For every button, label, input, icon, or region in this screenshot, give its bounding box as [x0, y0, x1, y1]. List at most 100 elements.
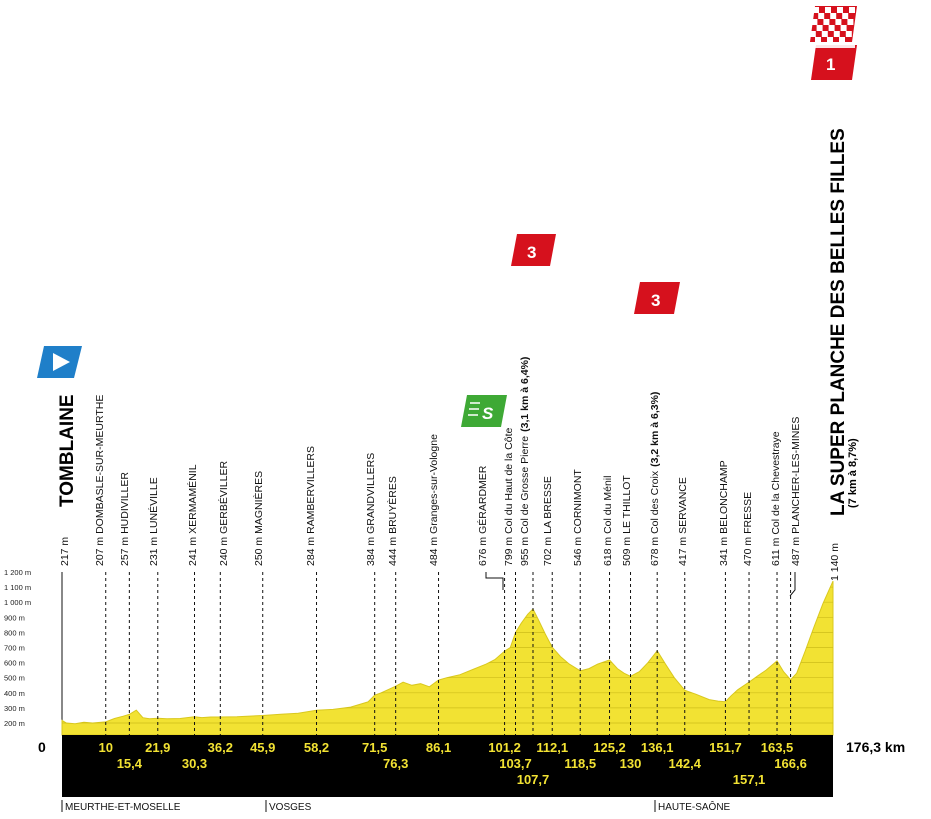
region-vosges: VOSGES — [269, 802, 312, 813]
waypoint-label: 417 m SERVANCE — [677, 477, 689, 566]
km-label: 30,3 — [182, 756, 207, 771]
total-distance: 176,3 km — [846, 739, 905, 755]
finish-altitude: 1 140 m — [829, 543, 841, 581]
waypoint-label: 676 m GÉRARDMER — [476, 465, 489, 566]
checker-square — [811, 19, 817, 25]
checker-square — [825, 7, 831, 13]
checker-square — [834, 31, 840, 37]
climb-cat-col-des-croix: 3 — [651, 291, 660, 310]
km-label: 142,4 — [668, 756, 701, 771]
km-label: 101,2 — [488, 740, 521, 755]
finish-flag-icon — [810, 6, 857, 43]
waypoint-label: 484 m Granges-sur-Vologne — [428, 434, 440, 566]
y-tick-label: 1 000 m — [4, 598, 31, 607]
waypoint-label: 250 m MAGNIÈRES — [252, 471, 265, 566]
km-label: 151,7 — [709, 740, 742, 755]
start-km: 0 — [38, 739, 46, 755]
km-label: 58,2 — [304, 740, 329, 755]
waypoint-label: 678 m Col des Croix(3,2 km à 6,3%) — [649, 392, 661, 566]
checker-square — [846, 31, 852, 37]
y-tick-label: 300 m — [4, 704, 25, 713]
km-label: 125,2 — [593, 740, 626, 755]
region-labels: MEURTHE-ET-MOSELLE VOSGES HAUTE-SAÔNE — [62, 800, 731, 813]
waypoint-label: 487 m PLANCHER-LES-MINES — [790, 417, 802, 566]
km-label: 166,6 — [774, 756, 807, 771]
region-meurthe: MEURTHE-ET-MOSELLE — [65, 802, 181, 813]
checker-square — [847, 19, 853, 25]
checker-square — [813, 7, 819, 13]
y-tick-label: 900 m — [4, 613, 25, 622]
checker-square — [830, 13, 836, 19]
start-altitude: 217 m — [59, 537, 71, 566]
waypoint-label: 611 m Col de la Chevestraye — [770, 431, 782, 566]
checker-square — [829, 25, 835, 31]
finish-category-value: 1 — [826, 55, 835, 74]
climb-badge-col-des-croix: 3 — [634, 282, 680, 314]
checker-square — [837, 7, 843, 13]
elevation-profile-area — [62, 581, 833, 735]
checker-square — [810, 31, 816, 37]
waypoint-label: 384 m GRANDVILLERS — [365, 453, 377, 566]
waypoint-label: 231 m LUNÉVILLE — [147, 477, 160, 566]
checker-square — [842, 13, 848, 19]
km-label: 45,9 — [250, 740, 275, 755]
waypoint-label: 702 m LA BRESSE — [542, 476, 554, 566]
km-label: 163,5 — [761, 740, 794, 755]
finish-climb: (7 km à 8,7%) — [847, 438, 859, 508]
y-tick-label: 700 m — [4, 644, 25, 653]
km-label: 118,5 — [564, 756, 596, 771]
km-label: 136,1 — [641, 740, 674, 755]
finish-category-badge: 1 — [811, 45, 857, 80]
y-tick-label: 600 m — [4, 659, 25, 668]
region-haute-saone: HAUTE-SAÔNE — [658, 800, 731, 813]
waypoint-label: 207 m DOMBASLE-SUR-MEURTHE — [94, 395, 106, 566]
y-axis: 1 200 m 1 100 m 1 000 m 900 m 800 m 700 m 600 … — [4, 568, 62, 735]
sprint-bracket — [486, 572, 503, 590]
start-name: TOMBLAINE — [57, 394, 78, 507]
y-tick-label: 500 m — [4, 674, 25, 683]
checker-square — [815, 37, 821, 43]
start-flag-icon — [37, 346, 82, 378]
km-label: 15,4 — [117, 756, 143, 771]
km-label: 157,1 — [733, 772, 766, 787]
y-tick-label: 1 200 m — [4, 568, 31, 577]
sprint-letter: S — [482, 404, 494, 423]
waypoint-label: 618 m Col du Ménil — [602, 476, 614, 566]
checker-square — [835, 19, 841, 25]
km-label: 112,1 — [536, 740, 568, 755]
km-label: 103,7 — [499, 756, 532, 771]
waypoint-label: 257 m HUDIVILLER — [119, 472, 131, 566]
km-label: 107,7 — [517, 772, 550, 787]
y-tick-label: 800 m — [4, 628, 25, 637]
km-label: 130 — [620, 756, 642, 771]
km-label: 36,2 — [208, 740, 233, 755]
waypoint-label: 470 m FRESSE — [742, 492, 754, 566]
finish-name: LA SUPER PLANCHE DES BELLES FILLES — [828, 128, 849, 516]
waypoint-label: 509 m LE THILLOT — [621, 475, 633, 566]
waypoint-label: 955 m Col de Grosse Pierre(3,1 km à 6,4%… — [519, 357, 531, 566]
km-label: 71,5 — [362, 740, 387, 755]
checker-square — [827, 37, 833, 43]
km-label: 76,3 — [383, 756, 408, 771]
checker-square — [823, 19, 829, 25]
checker-square — [849, 7, 855, 13]
waypoint-label: 240 m GERBÉVILLER — [217, 461, 230, 566]
y-tick-label: 400 m — [4, 689, 25, 698]
waypoint-label: 444 m BRUYÈRES — [386, 476, 399, 566]
waypoint-label: 341 m BELONCHAMP — [718, 460, 730, 566]
km-label: 10 — [98, 740, 112, 755]
checker-square — [818, 13, 824, 19]
climb-cat-grosse-pierre: 3 — [527, 243, 536, 262]
waypoint-labels: 207 m DOMBASLE-SUR-MEURTHE 257 m HUDIVILL… — [94, 357, 802, 566]
checker-square — [841, 25, 847, 31]
climb-badge-grosse-pierre: 3 — [511, 234, 556, 266]
checker-square — [817, 25, 823, 31]
km-label: 86,1 — [426, 740, 451, 755]
waypoint-label: 284 m RAMBERVILLERS — [305, 446, 317, 566]
y-tick-label: 1 100 m — [4, 583, 31, 592]
km-label: 21,9 — [145, 740, 170, 755]
waypoint-label: 799 m Col du Haut de la Côte — [503, 428, 515, 566]
sprint-badge-icon: S — [461, 395, 507, 427]
checker-square — [822, 31, 828, 37]
